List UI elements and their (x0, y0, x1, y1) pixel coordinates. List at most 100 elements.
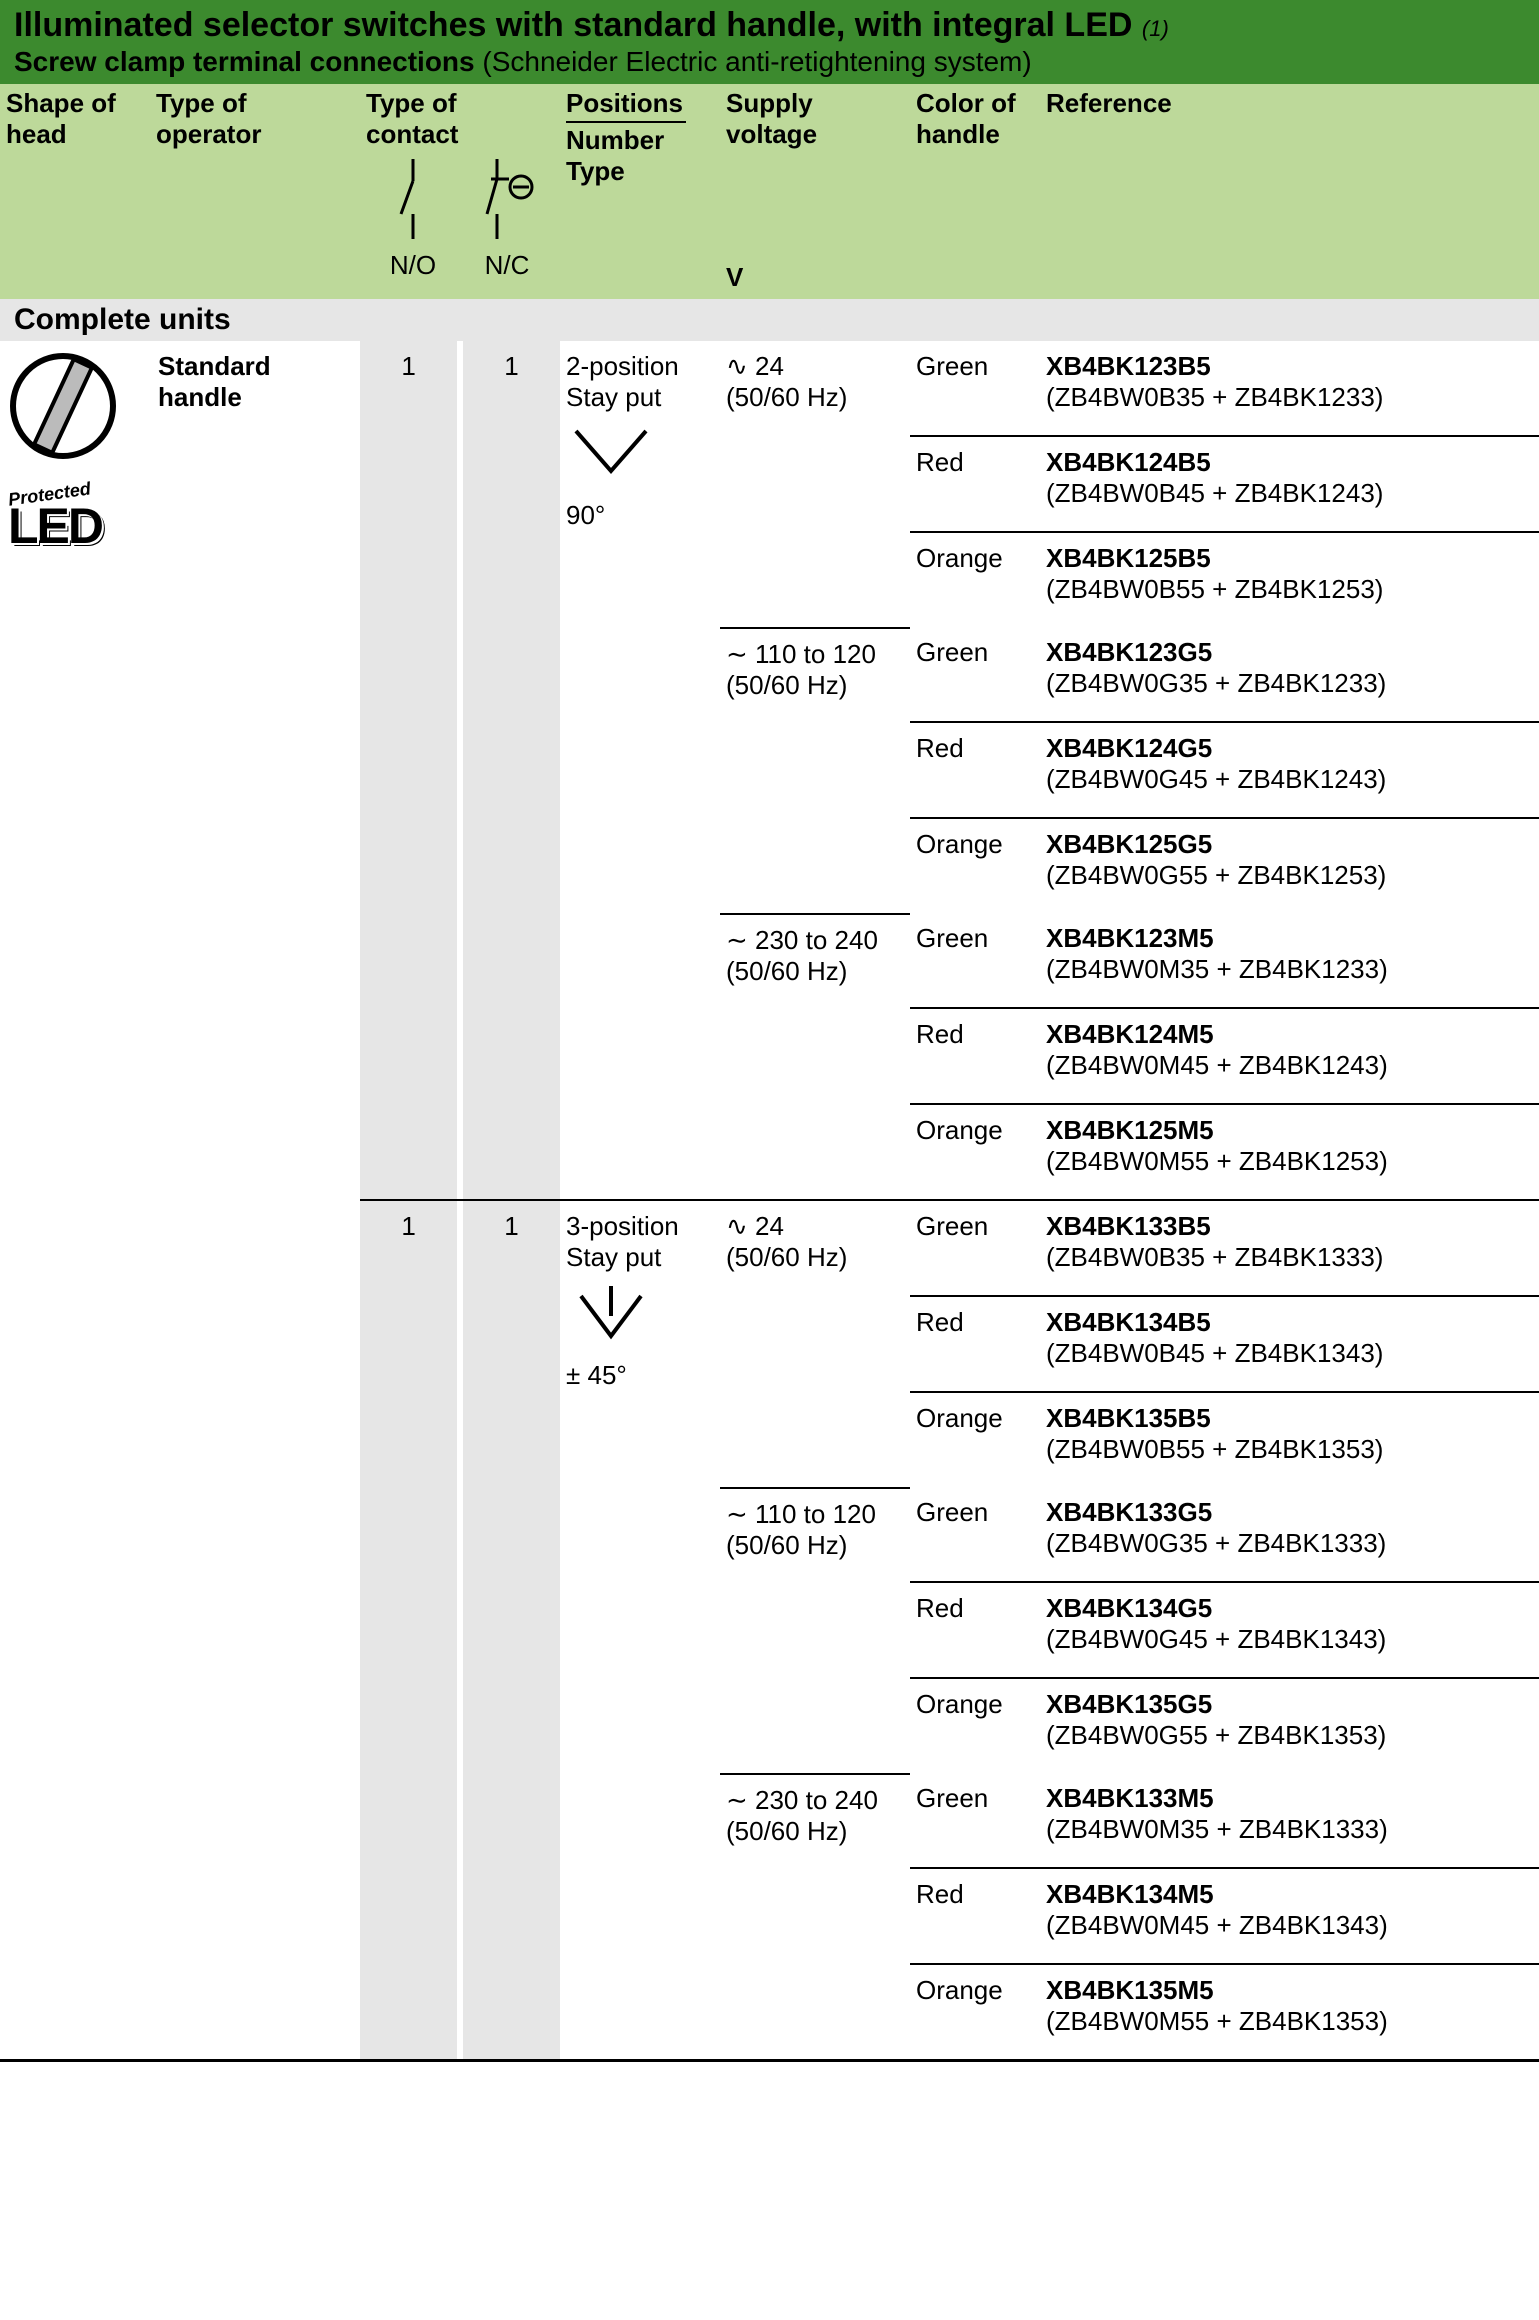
angle-label: ± 45° (566, 1360, 714, 1391)
color-cell: Red (916, 1019, 1046, 1081)
table-row: RedXB4BK134M5(ZB4BW0M45 + ZB4BK1343) (910, 1867, 1539, 1963)
voltage-block: ∼ 110 to 120(50/60 Hz)GreenXB4BK123G5(ZB… (720, 627, 1539, 913)
reference-cell: XB4BK123M5(ZB4BW0M35 + ZB4BK1233) (1046, 923, 1533, 985)
voltage-label: ∼ 110 to 120(50/60 Hz) (720, 1487, 910, 1773)
contact-icons (366, 154, 554, 244)
reference-cell: XB4BK134B5(ZB4BW0B45 + ZB4BK1343) (1046, 1307, 1533, 1369)
table-row: GreenXB4BK123B5(ZB4BW0B35 + ZB4BK1233) (910, 341, 1539, 435)
protected-led-badge: Protected LED (8, 484, 142, 548)
selector-head-icon (8, 351, 118, 461)
reference-main: XB4BK124M5 (1046, 1019, 1533, 1050)
reference-sub: (ZB4BW0B55 + ZB4BK1353) (1046, 1434, 1533, 1465)
voltage-label: ∼ 230 to 240(50/60 Hz) (720, 1773, 910, 2059)
row-group: GreenXB4BK123G5(ZB4BW0G35 + ZB4BK1233) Re… (910, 627, 1539, 913)
color-cell: Orange (916, 1403, 1046, 1465)
contact-pair: 11 (360, 1201, 560, 2059)
reference-sub: (ZB4BW0G35 + ZB4BK1233) (1046, 668, 1533, 699)
color-cell: Orange (916, 829, 1046, 891)
voltage-label: ∼ 110 to 120(50/60 Hz) (720, 627, 910, 913)
table-row: GreenXB4BK123G5(ZB4BW0G35 + ZB4BK1233) (910, 627, 1539, 721)
operator-cell: Standard handle (150, 341, 360, 2059)
no-count: 1 (360, 341, 457, 1199)
reference-main: XB4BK125M5 (1046, 1115, 1533, 1146)
reference-sub: (ZB4BW0G55 + ZB4BK1353) (1046, 1720, 1533, 1751)
subtitle-bold: Screw clamp terminal connections (14, 46, 475, 77)
reference-cell: XB4BK134M5(ZB4BW0M45 + ZB4BK1343) (1046, 1879, 1533, 1941)
reference-cell: XB4BK133M5(ZB4BW0M35 + ZB4BK1333) (1046, 1783, 1533, 1845)
position-label-2: Stay put (566, 1242, 714, 1273)
reference-main: XB4BK123M5 (1046, 923, 1533, 954)
page-title: Illuminated selector switches with stand… (14, 6, 1525, 45)
reference-sub: (ZB4BW0G45 + ZB4BK1243) (1046, 764, 1533, 795)
reference-sub: (ZB4BW0B35 + ZB4BK1333) (1046, 1242, 1533, 1273)
col-voltage: Supply voltage V (720, 84, 910, 299)
table-row: GreenXB4BK133G5(ZB4BW0G35 + ZB4BK1333) (910, 1487, 1539, 1581)
col-contact-label: Type of contact (366, 88, 554, 150)
voltage-blocks: ∿ 24(50/60 Hz)GreenXB4BK123B5(ZB4BW0B35 … (720, 341, 1539, 1199)
reference-main: XB4BK123B5 (1046, 351, 1533, 382)
reference-cell: XB4BK133G5(ZB4BW0G35 + ZB4BK1333) (1046, 1497, 1533, 1559)
color-cell: Red (916, 1593, 1046, 1655)
reference-main: XB4BK134B5 (1046, 1307, 1533, 1338)
col-positions-label: Positions (566, 88, 714, 119)
reference-cell: XB4BK123B5(ZB4BW0B35 + ZB4BK1233) (1046, 351, 1533, 413)
angle-icon (566, 421, 714, 498)
sections-container: 112-positionStay put90°∿ 24(50/60 Hz)Gre… (360, 341, 1539, 2059)
reference-sub: (ZB4BW0M55 + ZB4BK1253) (1046, 1146, 1533, 1177)
reference-main: XB4BK125B5 (1046, 543, 1533, 574)
angle-icon (566, 1281, 714, 1358)
reference-main: XB4BK133B5 (1046, 1211, 1533, 1242)
row-group: GreenXB4BK133B5(ZB4BW0B35 + ZB4BK1333)Re… (910, 1201, 1539, 1487)
table-row: OrangeXB4BK135G5(ZB4BW0G55 + ZB4BK1353) (910, 1677, 1539, 1773)
col-positions-sub2: Type (566, 156, 714, 187)
reference-main: XB4BK123G5 (1046, 637, 1533, 668)
color-cell: Green (916, 1497, 1046, 1559)
table-row: OrangeXB4BK135M5(ZB4BW0M55 + ZB4BK1353) (910, 1963, 1539, 2059)
col-positions-sub1: Number (566, 121, 686, 156)
contact-pair: 11 (360, 341, 560, 1199)
section: 112-positionStay put90°∿ 24(50/60 Hz)Gre… (360, 341, 1539, 1199)
reference-main: XB4BK135G5 (1046, 1689, 1533, 1720)
reference-sub: (ZB4BW0G35 + ZB4BK1333) (1046, 1528, 1533, 1559)
reference-cell: XB4BK135M5(ZB4BW0M55 + ZB4BK1353) (1046, 1975, 1533, 2037)
reference-cell: XB4BK124B5(ZB4BW0B45 + ZB4BK1243) (1046, 447, 1533, 509)
color-cell: Orange (916, 1115, 1046, 1177)
color-cell: Red (916, 447, 1046, 509)
reference-main: XB4BK135B5 (1046, 1403, 1533, 1434)
voltage-block: ∿ 24(50/60 Hz)GreenXB4BK133B5(ZB4BW0B35 … (720, 1201, 1539, 1487)
reference-cell: XB4BK124G5(ZB4BW0G45 + ZB4BK1243) (1046, 733, 1533, 795)
color-cell: Green (916, 923, 1046, 985)
reference-cell: XB4BK135B5(ZB4BW0B55 + ZB4BK1353) (1046, 1403, 1533, 1465)
reference-cell: XB4BK125B5(ZB4BW0B55 + ZB4BK1253) (1046, 543, 1533, 605)
table-row: OrangeXB4BK125M5(ZB4BW0M55 + ZB4BK1253) (910, 1103, 1539, 1199)
color-cell: Green (916, 637, 1046, 699)
title-footnote: (1) (1142, 16, 1169, 41)
color-cell: Green (916, 1211, 1046, 1273)
position-label-1: 3-position (566, 1211, 714, 1242)
reference-sub: (ZB4BW0B45 + ZB4BK1343) (1046, 1338, 1533, 1369)
reference-main: XB4BK124G5 (1046, 733, 1533, 764)
voltage-label: ∿ 24(50/60 Hz) (720, 341, 910, 627)
contact-sub-labels: N/O N/C (366, 248, 554, 281)
reference-cell: XB4BK133B5(ZB4BW0B35 + ZB4BK1333) (1046, 1211, 1533, 1273)
nc-contact-icon (460, 154, 554, 244)
color-cell: Red (916, 733, 1046, 795)
table-row: GreenXB4BK133M5(ZB4BW0M35 + ZB4BK1333) (910, 1773, 1539, 1867)
reference-cell: XB4BK125G5(ZB4BW0G55 + ZB4BK1253) (1046, 829, 1533, 891)
reference-main: XB4BK133M5 (1046, 1783, 1533, 1814)
section: 113-positionStay put ± 45°∿ 24(50/60 Hz)G… (360, 1199, 1539, 2059)
color-cell: Green (916, 1783, 1046, 1845)
row-group: GreenXB4BK123B5(ZB4BW0B35 + ZB4BK1233) Re… (910, 341, 1539, 627)
col-contact: Type of contact (360, 84, 560, 299)
reference-sub: (ZB4BW0M55 + ZB4BK1353) (1046, 2006, 1533, 2037)
no-contact-icon (366, 154, 460, 244)
col-voltage-unit: V (726, 262, 904, 293)
reference-main: XB4BK135M5 (1046, 1975, 1533, 2006)
color-cell: Red (916, 1307, 1046, 1369)
no-label: N/O (366, 248, 460, 281)
voltage-block: ∿ 24(50/60 Hz)GreenXB4BK123B5(ZB4BW0B35 … (720, 341, 1539, 627)
position-cell: 3-positionStay put ± 45° (560, 1201, 720, 2059)
color-cell: Orange (916, 1975, 1046, 2037)
voltage-block: ∼ 230 to 240(50/60 Hz)GreenXB4BK133M5(ZB… (720, 1773, 1539, 2059)
reference-sub: (ZB4BW0M45 + ZB4BK1343) (1046, 1910, 1533, 1941)
